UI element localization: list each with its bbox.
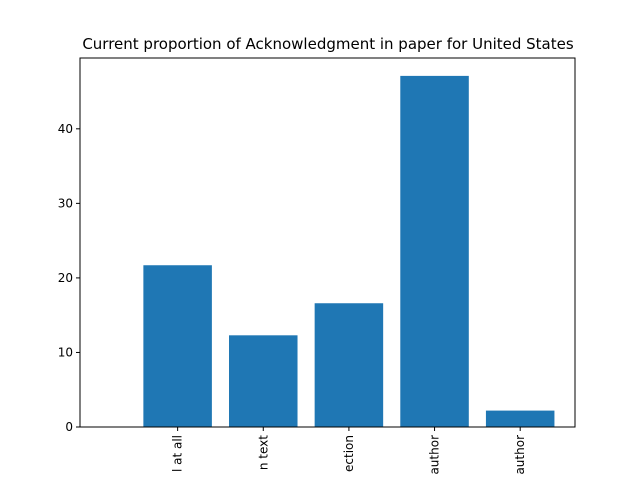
chart-title: Current proportion of Acknowledgment in … [82,35,574,53]
bar-1 [229,335,298,427]
bar-3 [400,75,469,427]
x-tick-label: ection [342,435,356,472]
y-tick-label: 10 [58,345,73,359]
x-tick-label: author [428,435,442,475]
bar-4 [485,410,555,427]
x-tick-label: author [513,435,527,475]
y-tick-label: 40 [58,122,73,136]
bar-2 [314,303,384,427]
bars-group [143,75,555,427]
x-axis: l at all n text ection author author [171,427,527,475]
y-tick-label: 0 [65,420,73,434]
y-tick-label: 30 [58,196,73,210]
plot-frame [79,57,576,428]
y-axis: 0 10 20 30 40 [58,122,80,434]
x-tick-label: l at all [171,435,185,472]
bar-0 [143,265,212,427]
y-tick-label: 20 [58,271,73,285]
x-tick-label: n text [256,435,270,470]
